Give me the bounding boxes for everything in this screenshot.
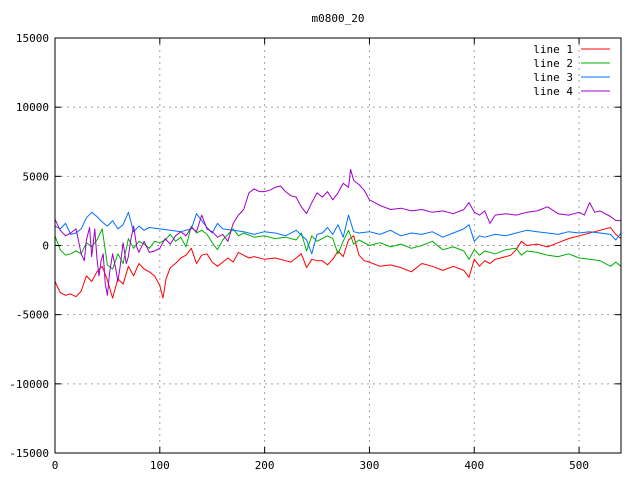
x-tick-label: 200	[255, 459, 275, 472]
y-tick-label: 5000	[23, 170, 50, 183]
axis-ticks: 0 100 200 300 400 500 -15000 -10000 -5000 0 5000 10…	[9, 32, 621, 472]
series-line-1	[54, 227, 622, 299]
series-line-4	[54, 168, 621, 296]
series-line-2	[54, 225, 622, 270]
grid-lines	[55, 38, 621, 453]
x-tick-label: 500	[569, 459, 589, 472]
chart-title: m0800_20	[312, 12, 365, 25]
series-lines	[54, 168, 622, 299]
y-tick-label: 0	[42, 240, 49, 253]
y-tick-label: -10000	[9, 378, 49, 391]
x-tick-label: 0	[52, 459, 59, 472]
y-tick-label: 15000	[16, 32, 49, 45]
y-tick-label: -15000	[9, 447, 49, 460]
x-tick-label: 100	[150, 459, 170, 472]
legend-label-2: line 2	[533, 57, 573, 70]
y-tick-label: 10000	[16, 101, 49, 114]
y-tick-label: -5000	[16, 309, 49, 322]
x-tick-label: 300	[360, 459, 380, 472]
x-tick-label: 400	[464, 459, 484, 472]
legend-label-1: line 1	[533, 43, 573, 56]
legend-label-4: line 4	[533, 85, 573, 98]
legend-label-3: line 3	[533, 71, 573, 84]
series-line-3	[54, 211, 622, 255]
